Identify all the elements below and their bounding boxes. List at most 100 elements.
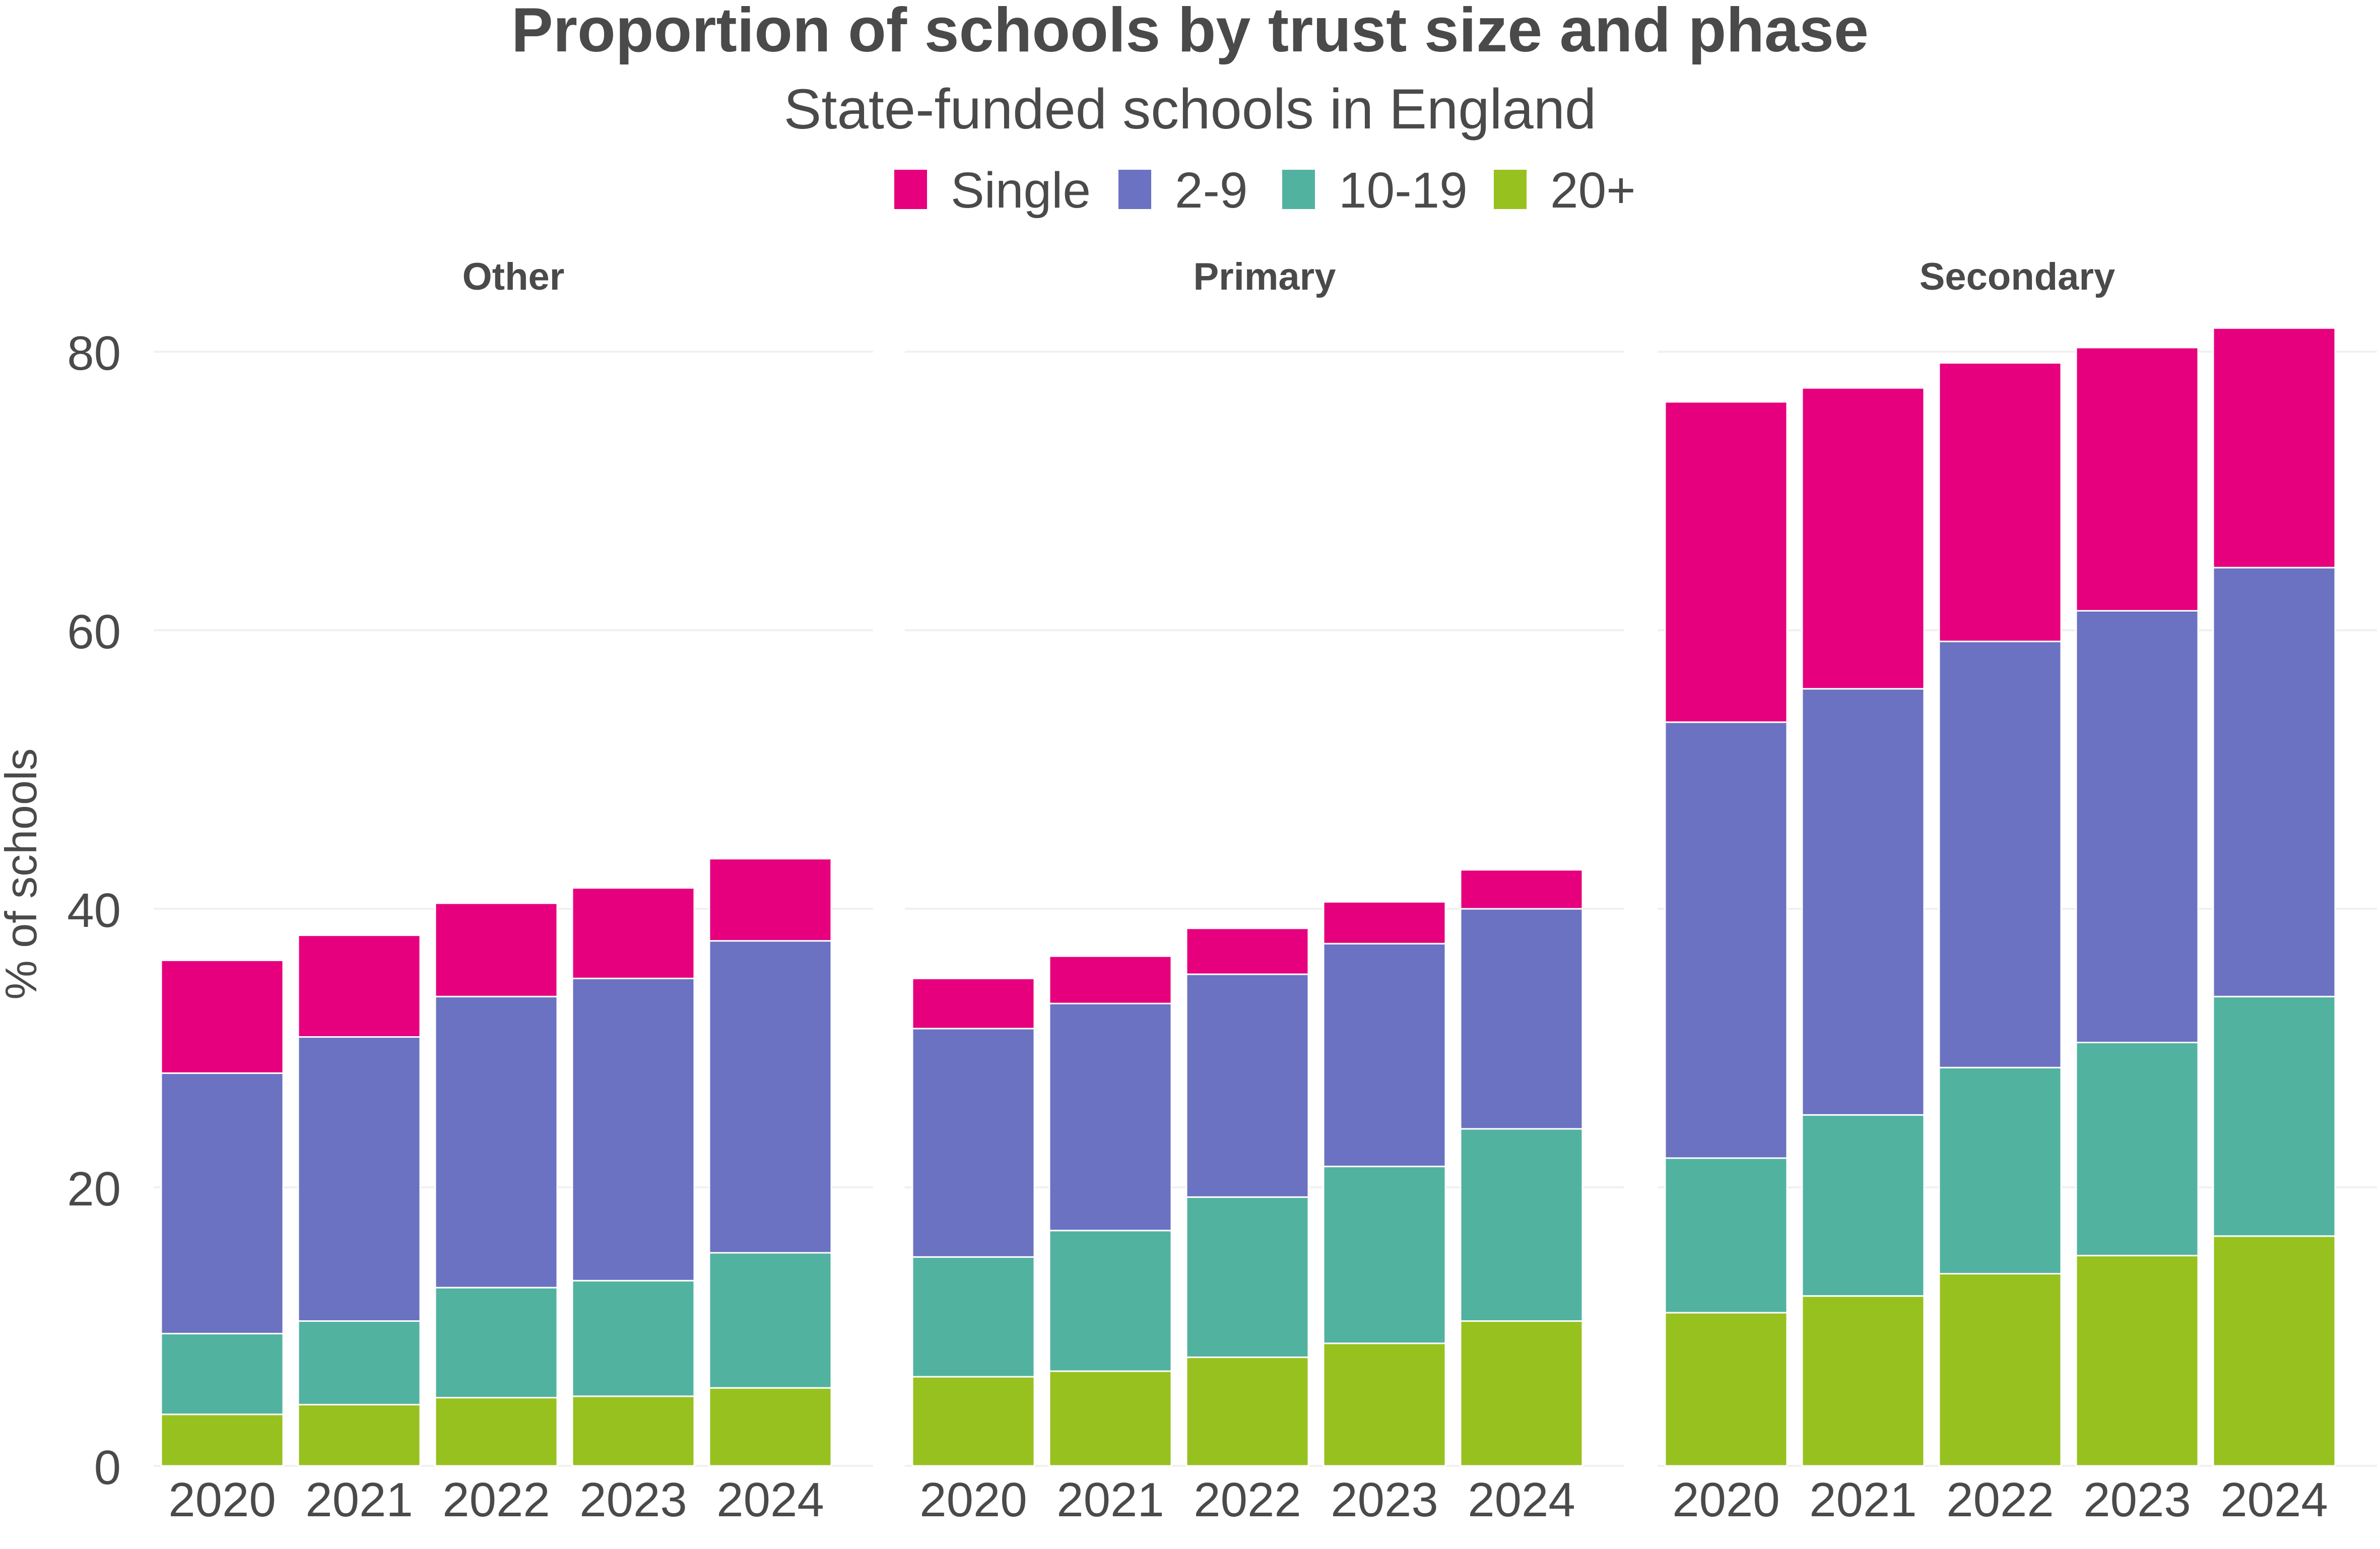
bar-other-2021-single: [297, 934, 421, 1038]
bar-primary-2021-single: [1048, 955, 1172, 1004]
legend-swatch-single: [894, 170, 927, 209]
bar-secondary-2022-single: [1938, 362, 2062, 642]
bar-other-2022-single: [434, 902, 558, 997]
panel-title-secondary: Secondary: [1920, 255, 2115, 298]
bar-primary-2022-20plus: [1185, 1356, 1309, 1467]
bar-other-2020-2-9: [160, 1072, 284, 1334]
bar-primary-2020-single: [911, 977, 1035, 1030]
bar-primary-2021-20plus: [1048, 1370, 1172, 1467]
x-tick-label-secondary-2020: 2020: [1672, 1473, 1780, 1527]
legend-label-20plus: 20+: [1550, 162, 1636, 219]
legend: Single 2-9 10-19 20+: [894, 162, 1636, 219]
bar-other-2024-20plus: [708, 1387, 832, 1467]
bar-secondary-2023-20plus: [2075, 1255, 2199, 1467]
bar-primary-2021-2-9: [1048, 1002, 1172, 1232]
bar-secondary-2024-2-9: [2212, 567, 2336, 997]
bar-primary-2024-single: [1460, 869, 1583, 910]
bar-secondary-2024-single: [2212, 327, 2336, 569]
bar-primary-2024-2-9: [1460, 908, 1583, 1130]
bar-other-2020-10-19: [160, 1332, 284, 1416]
bar-primary-2023-2-9: [1323, 942, 1446, 1168]
y-tick-label-60: 60: [67, 605, 121, 659]
bar-secondary-2021-single: [1801, 387, 1925, 690]
bar-secondary-2023-2-9: [2075, 610, 2199, 1044]
bar-primary-2023-10-19: [1323, 1166, 1446, 1344]
panel-title-other: Other: [462, 255, 565, 298]
bar-other-2020-20plus: [160, 1413, 284, 1467]
bar-primary-2024-10-19: [1460, 1128, 1583, 1322]
x-tick-label-primary-2021: 2021: [1056, 1473, 1164, 1527]
y-axis-label: % of schools: [0, 749, 46, 1000]
bar-primary-2020-2-9: [911, 1028, 1035, 1258]
bar-primary-2023-single: [1323, 901, 1446, 945]
bar-secondary-2020-2-9: [1664, 721, 1788, 1159]
bar-secondary-2022-20plus: [1938, 1272, 2062, 1467]
bar-other-2023-2-9: [571, 977, 695, 1282]
legend-label-10-19: 10-19: [1339, 162, 1468, 219]
bar-other-2023-single: [571, 887, 695, 979]
legend-item-10-19: 10-19: [1282, 162, 1468, 219]
bar-primary-2022-2-9: [1185, 973, 1309, 1198]
x-tick-label-other-2021: 2021: [305, 1473, 413, 1527]
bar-other-2024-single: [708, 858, 832, 942]
panel-primary: Primary 2020 2021 2022 2023 2024: [905, 255, 1624, 1527]
bar-other-2021-2-9: [297, 1036, 421, 1322]
x-tick-label-other-2022: 2022: [442, 1473, 550, 1527]
bar-other-2024-2-9: [708, 940, 832, 1254]
bar-secondary-2021-2-9: [1801, 688, 1925, 1116]
bar-primary-2020-20plus: [911, 1376, 1035, 1467]
legend-swatch-2-9: [1118, 170, 1151, 209]
bar-other-2024-10-19: [708, 1252, 832, 1389]
x-tick-label-primary-2023: 2023: [1331, 1473, 1438, 1527]
legend-label-2-9: 2-9: [1175, 162, 1248, 219]
legend-item-20plus: 20+: [1494, 162, 1636, 219]
bar-other-2021-10-19: [297, 1320, 421, 1405]
bar-secondary-2024-10-19: [2212, 995, 2336, 1237]
y-tick-label-20: 20: [67, 1162, 121, 1216]
bar-secondary-2020-10-19: [1664, 1157, 1788, 1314]
bar-secondary-2024-20plus: [2212, 1235, 2336, 1467]
x-tick-label-other-2020: 2020: [168, 1473, 276, 1527]
x-tick-label-primary-2020: 2020: [919, 1473, 1027, 1527]
bar-primary-2021-10-19: [1048, 1230, 1172, 1372]
y-tick-label-0: 0: [94, 1441, 121, 1495]
panel-other: Other 2020 2021 2022 2023 2024: [154, 255, 873, 1527]
bar-other-2023-10-19: [571, 1279, 695, 1397]
x-tick-label-primary-2024: 2024: [1468, 1473, 1575, 1527]
bar-other-2022-10-19: [434, 1287, 558, 1399]
bar-primary-2024-20plus: [1460, 1320, 1583, 1467]
bar-secondary-2023-single: [2075, 347, 2199, 612]
x-tick-label-secondary-2024: 2024: [2220, 1473, 2328, 1527]
bar-primary-2023-20plus: [1323, 1342, 1446, 1467]
bar-other-2021-20plus: [297, 1403, 421, 1467]
legend-item-single: Single: [894, 162, 1091, 219]
bar-secondary-2022-10-19: [1938, 1066, 2062, 1274]
y-axis-ticks: 0 20 40 60 80: [67, 326, 121, 1495]
legend-label-single: Single: [951, 162, 1091, 219]
panel-secondary: Secondary 2020 2021 2022 2023 2024: [1658, 255, 2377, 1527]
bar-other-2023-20plus: [571, 1395, 695, 1467]
chart-subtitle: State-funded schools in England: [784, 78, 1597, 141]
chart-panels: Other 2020 2021 2022 2023 2024 Primary 2020 2021…: [154, 255, 2377, 1527]
chart-title: Proportion of schools by trust size and …: [511, 0, 1869, 65]
bar-primary-2022-single: [1185, 927, 1309, 975]
bar-other-2022-2-9: [434, 995, 558, 1289]
x-tick-label-secondary-2022: 2022: [1946, 1473, 2054, 1527]
x-tick-label-other-2024: 2024: [716, 1473, 824, 1527]
x-tick-label-primary-2022: 2022: [1194, 1473, 1301, 1527]
legend-item-2-9: 2-9: [1118, 162, 1248, 219]
bar-secondary-2020-single: [1664, 401, 1788, 723]
y-tick-label-80: 80: [67, 326, 121, 380]
bar-secondary-2020-20plus: [1664, 1312, 1788, 1467]
x-tick-label-secondary-2021: 2021: [1809, 1473, 1917, 1527]
y-tick-label-40: 40: [67, 884, 121, 937]
bar-primary-2020-10-19: [911, 1256, 1035, 1378]
bar-secondary-2021-20plus: [1801, 1295, 1925, 1467]
bar-secondary-2022-2-9: [1938, 640, 2062, 1068]
bar-other-2022-20plus: [434, 1397, 558, 1467]
bar-secondary-2021-10-19: [1801, 1114, 1925, 1297]
x-tick-label-other-2023: 2023: [579, 1473, 687, 1527]
legend-swatch-20plus: [1494, 170, 1527, 209]
